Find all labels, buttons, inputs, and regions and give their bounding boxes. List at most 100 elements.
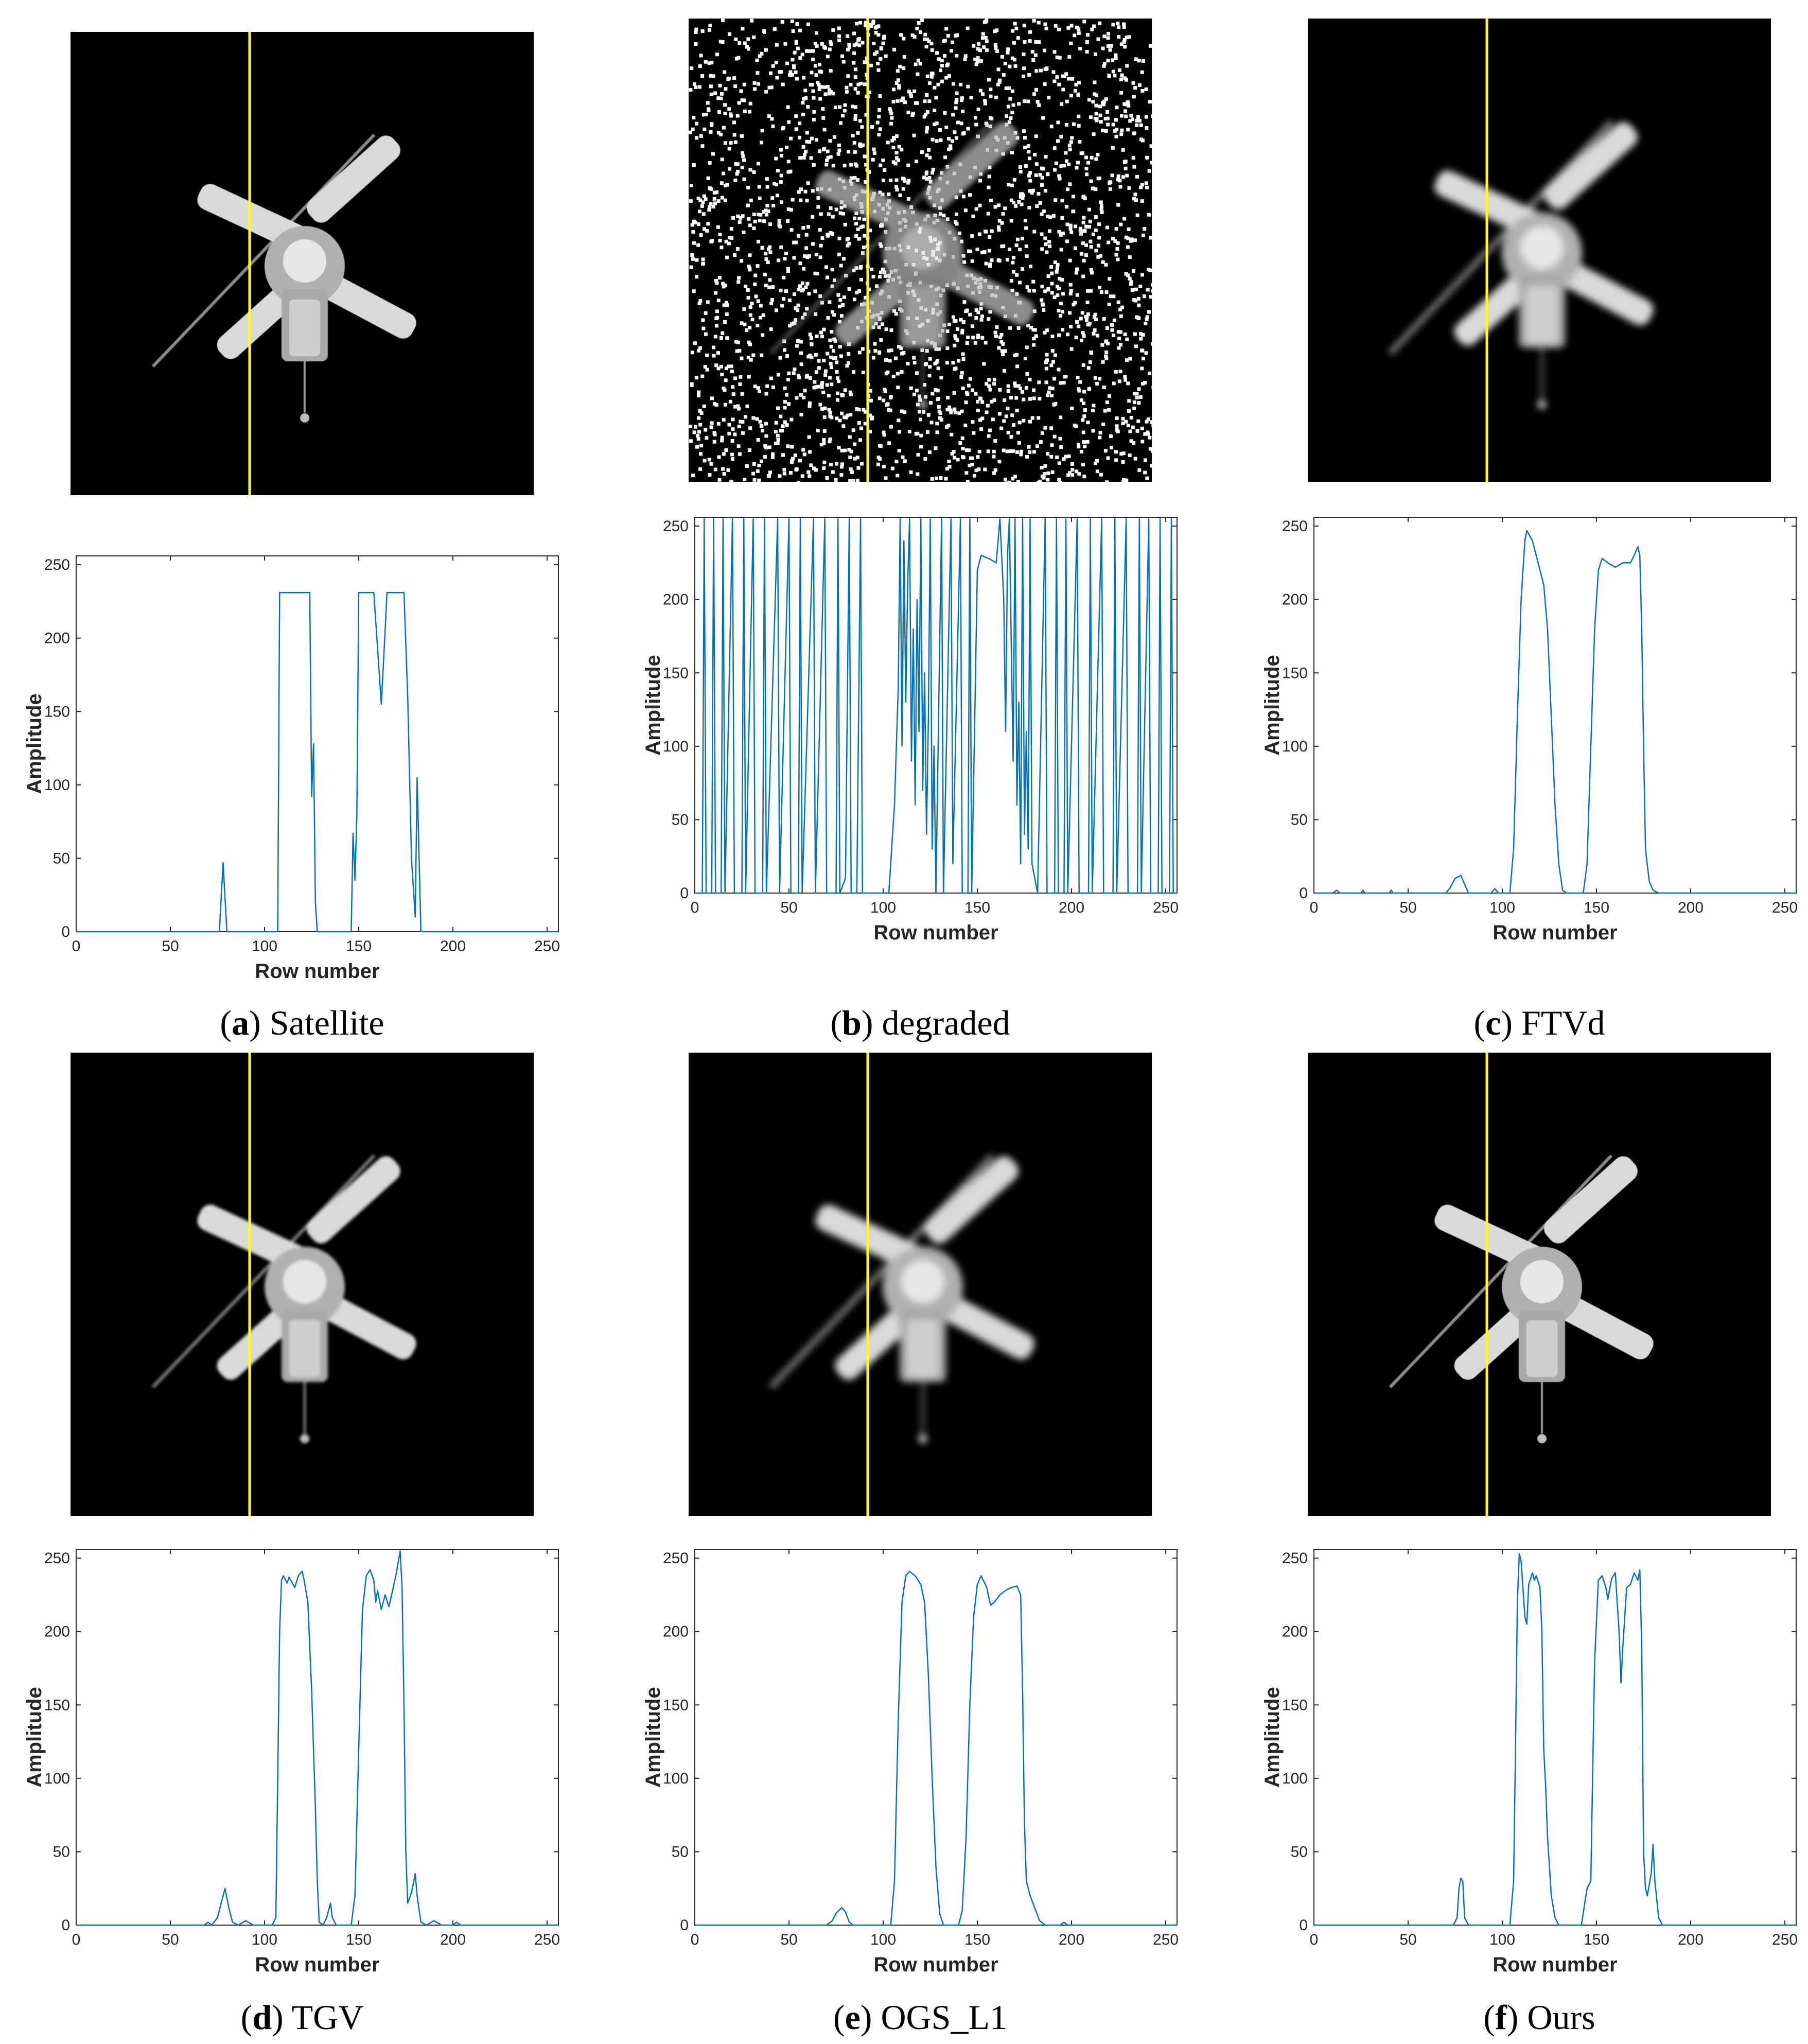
y-tick-label: 200 — [1282, 1623, 1308, 1640]
caption-text: FTVd — [1513, 1003, 1605, 1042]
satellite-body — [151, 133, 416, 423]
y-tick-label: 100 — [663, 738, 689, 755]
caption-f: (f) Ours — [1483, 1998, 1595, 2037]
x-tick-label: 250 — [1772, 1931, 1798, 1948]
y-tick-label: 50 — [672, 811, 689, 828]
caption-text: Ours — [1518, 1998, 1595, 2037]
satellite-ftvd-image — [1308, 19, 1771, 482]
plot-frame — [694, 517, 1178, 894]
x-tick-label: 200 — [1678, 899, 1704, 916]
y-tick-label: 150 — [44, 1697, 70, 1714]
x-tick-label: 50 — [162, 938, 179, 955]
x-tick-label: 250 — [1772, 899, 1798, 916]
profile-series-line — [1314, 1553, 1796, 1926]
y-tick-label: 50 — [1291, 811, 1308, 828]
y-tick-label: 100 — [1282, 1770, 1308, 1787]
caption-letter: e — [845, 1998, 861, 2037]
x-tick-label: 250 — [1153, 1931, 1179, 1948]
y-tick-label: 250 — [1282, 518, 1308, 535]
x-tick-label: 0 — [1310, 1931, 1319, 1948]
y-tick-label: 0 — [680, 885, 689, 902]
x-tick-label: 50 — [780, 899, 797, 916]
y-axis-label: Amplitude — [1261, 1687, 1284, 1788]
x-tick-label: 50 — [162, 1931, 179, 1948]
y-tick-label: 250 — [44, 556, 70, 573]
x-tick-label: 200 — [1059, 1931, 1084, 1948]
satellite-body — [151, 1154, 416, 1443]
x-axis-label: Row number — [1493, 1953, 1617, 1976]
y-axis-label: Amplitude — [642, 655, 664, 756]
x-axis-label: Row number — [873, 1953, 998, 1976]
satellite-body — [769, 120, 1034, 409]
x-tick-label: 0 — [1310, 899, 1319, 916]
profile-plot-d: 0 50 100 150 200 250 0 50 100 150 200 250 Row number… — [23, 1549, 560, 1976]
caption-letter: b — [841, 1003, 862, 1042]
caption-text: OGS_L1 — [872, 1998, 1008, 2037]
caption-letter: f — [1495, 1998, 1507, 2037]
y-tick-label: 50 — [53, 850, 70, 867]
x-tick-label: 200 — [440, 938, 466, 955]
satellite-original-image — [71, 32, 534, 495]
satellite-body — [769, 1154, 1034, 1443]
y-tick-label: 200 — [1282, 591, 1308, 608]
caption-e: (e) OGS_L1 — [833, 1998, 1008, 2037]
satellite-degraded-image — [689, 19, 1152, 482]
x-tick-label: 100 — [870, 1931, 896, 1948]
caption-letter: a — [232, 1003, 250, 1042]
x-tick-label: 100 — [252, 1931, 277, 1948]
profile-plot-e: 0 50 100 150 200 250 0 50 100 150 200 250 Row number… — [642, 1549, 1179, 1976]
x-tick-label: 150 — [1584, 899, 1609, 916]
x-tick-label: 50 — [1399, 899, 1416, 916]
y-tick-label: 100 — [1282, 738, 1308, 755]
y-tick-label: 50 — [1291, 1843, 1308, 1860]
x-axis-label: Row number — [255, 1953, 379, 1976]
x-tick-label: 200 — [440, 1931, 466, 1948]
x-tick-label: 50 — [780, 1931, 797, 1948]
x-tick-label: 0 — [691, 1931, 699, 1948]
plot-frame — [1313, 517, 1797, 894]
caption-letter: d — [252, 1998, 272, 2037]
y-axis-label: Amplitude — [23, 693, 46, 794]
satellite-body — [1389, 1154, 1654, 1443]
x-axis-label: Row number — [873, 921, 998, 944]
caption-text: degraded — [873, 1003, 1010, 1042]
y-tick-label: 250 — [663, 518, 689, 535]
x-tick-label: 150 — [964, 1931, 990, 1948]
profile-plot-f: 0 50 100 150 200 250 0 50 100 150 200 250 Row number… — [1261, 1549, 1798, 1976]
y-tick-label: 200 — [44, 1623, 70, 1640]
caption-text: TGV — [283, 1998, 364, 2037]
x-tick-label: 150 — [1584, 1931, 1609, 1948]
profile-series-line — [76, 592, 558, 933]
y-tick-label: 150 — [1282, 1697, 1308, 1714]
x-axis-label: Row number — [255, 960, 379, 983]
x-tick-label: 150 — [346, 1931, 372, 1948]
y-tick-label: 0 — [680, 1917, 689, 1934]
y-tick-label: 250 — [663, 1550, 689, 1567]
x-tick-label: 100 — [870, 899, 896, 916]
plot-frame — [76, 555, 559, 932]
y-tick-label: 200 — [44, 630, 70, 647]
y-tick-label: 250 — [1282, 1550, 1308, 1567]
x-tick-label: 250 — [534, 1931, 560, 1948]
y-axis-label: Amplitude — [23, 1687, 46, 1788]
caption-text: Satellite — [260, 1003, 384, 1042]
satellite-body — [1388, 119, 1654, 409]
y-tick-label: 250 — [44, 1550, 70, 1567]
x-tick-label: 100 — [1489, 899, 1515, 916]
caption-a: (a) Satellite — [220, 1003, 384, 1042]
x-tick-label: 0 — [691, 899, 699, 916]
caption-letter: c — [1485, 1003, 1501, 1042]
caption-c: (c) FTVd — [1473, 1003, 1605, 1042]
y-tick-label: 0 — [61, 923, 70, 940]
caption-b: (b) degraded — [830, 1003, 1010, 1042]
y-tick-label: 100 — [44, 1770, 70, 1787]
x-tick-label: 0 — [72, 1931, 81, 1948]
x-tick-label: 150 — [346, 938, 372, 955]
y-tick-label: 150 — [663, 1697, 689, 1714]
x-tick-label: 0 — [72, 938, 81, 955]
x-tick-label: 250 — [1153, 899, 1179, 916]
satellite-ogs-l1-image — [689, 1053, 1152, 1516]
y-tick-label: 150 — [44, 703, 70, 720]
y-tick-label: 150 — [1282, 665, 1308, 682]
profile-series-line — [695, 518, 1177, 894]
